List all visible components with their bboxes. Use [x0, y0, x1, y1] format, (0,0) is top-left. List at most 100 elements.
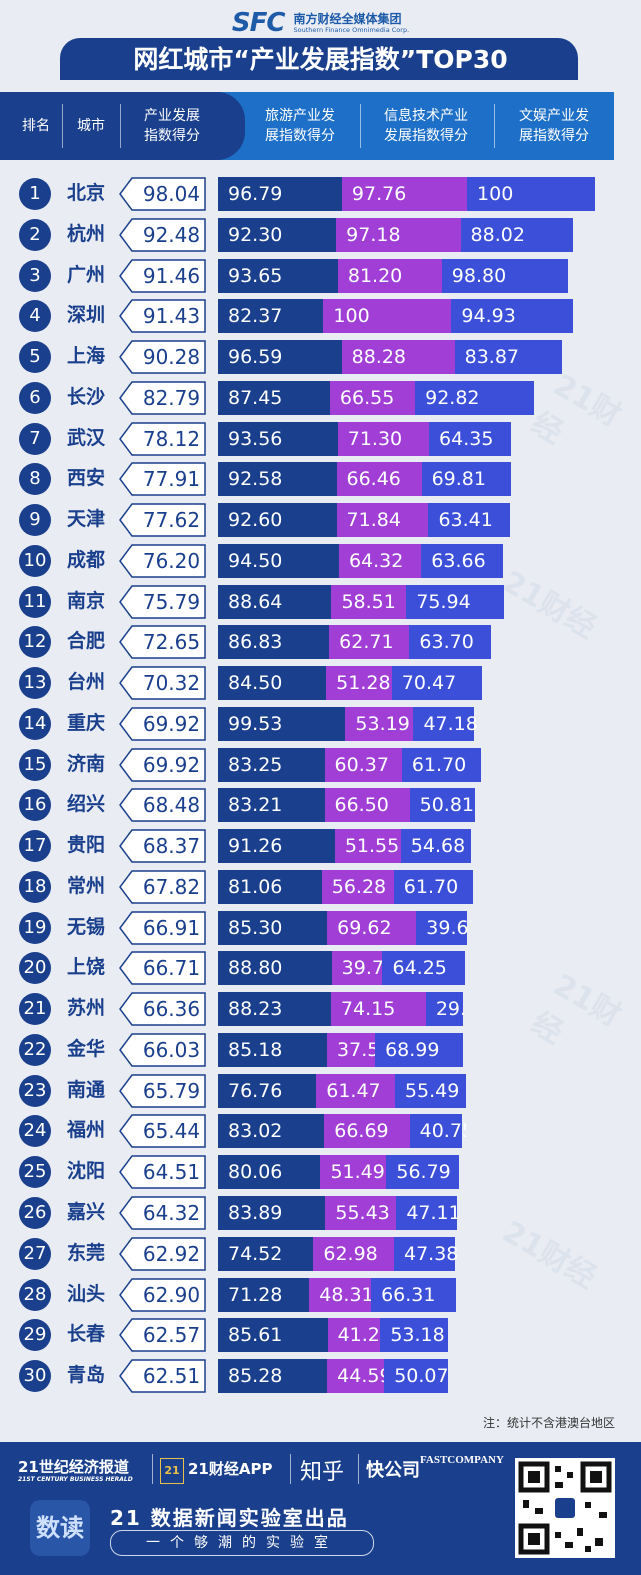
city-name: 青岛 — [67, 1364, 106, 1387]
index-score: 64.51 — [142, 1160, 201, 1185]
entertainment-bar — [467, 177, 596, 211]
table-row: 12 合肥 72.65 86.83 62.71 63.70 — [0, 623, 641, 660]
rank-badge: 9 — [19, 504, 51, 537]
tourism-bar-label: 85.61 — [228, 1324, 283, 1347]
rank-badge: 8 — [19, 463, 51, 496]
index-score-tag: 65.79 — [118, 1073, 207, 1108]
tag-outline-icon — [119, 870, 206, 904]
rank-badge: 29 — [19, 1319, 51, 1352]
entertainment-bar — [391, 666, 482, 701]
index-score: 62.90 — [142, 1282, 201, 1307]
brand-name-cn: 南方财经全媒体集团 — [293, 12, 402, 26]
it-bar — [316, 1073, 395, 1108]
tourism-bar — [218, 217, 337, 252]
tourism-bar — [218, 1359, 328, 1394]
tourism-bar-label: 76.76 — [228, 1079, 283, 1102]
footnote: 注：统计不含港澳台地区 — [482, 1416, 615, 1430]
it-bar — [313, 1236, 394, 1271]
index-score: 72.65 — [142, 630, 201, 655]
entertainment-bar — [386, 1155, 460, 1190]
entertainment-bar-label: 63.41 — [438, 509, 493, 532]
index-score-tag: 77.91 — [118, 462, 207, 497]
header-it: 信息技术产业 发展指数得分 — [384, 108, 468, 144]
index-score-tag: 78.12 — [118, 421, 207, 456]
tourism-bar — [218, 584, 332, 619]
entertainment-bar — [393, 869, 473, 904]
it-bar — [341, 177, 468, 211]
fastco-logo: 快公司 — [366, 1460, 420, 1481]
rank-badge: 14 — [19, 707, 51, 740]
index-score-tag: 68.37 — [118, 829, 207, 863]
entertainment-bar-label: 100 — [477, 183, 514, 205]
sfc-logo: SFC — [231, 8, 286, 38]
tag-outline-icon — [119, 707, 206, 741]
table-row: 17 贵阳 68.37 91.26 51.55 54.68 — [0, 827, 641, 864]
tag-outline-icon — [119, 666, 206, 700]
it-bar-label: 62.98 — [323, 1242, 378, 1265]
it-bar — [330, 992, 426, 1027]
entertainment-bar-label: 75.94 — [416, 590, 471, 613]
it-bar-label: 51.49 — [330, 1161, 385, 1184]
tourism-bar — [218, 340, 342, 375]
tourism-bar — [218, 299, 324, 334]
lab-title: 21 数据新闻实验室出品 — [110, 1506, 349, 1530]
it-bar-label: 58.51 — [341, 590, 396, 613]
rank-badge: 6 — [19, 381, 51, 414]
tag-outline-icon — [119, 829, 206, 863]
header-rank: 排名 — [22, 118, 50, 134]
entertainment-bar-label: 47.38 — [404, 1242, 459, 1265]
index-score-tag: 77.62 — [118, 503, 207, 537]
tourism-bar-label: 81.06 — [228, 875, 283, 898]
it-bar-label: 81.20 — [347, 264, 403, 287]
tourism-bar — [218, 1318, 328, 1353]
it-bar — [334, 829, 401, 864]
city-name: 长沙 — [67, 385, 106, 408]
index-score-tag: 64.32 — [118, 1196, 207, 1230]
entertainment-bar — [409, 788, 475, 823]
tag-outline-icon — [119, 910, 206, 945]
entertainment-bar-label: 50.07 — [394, 1365, 449, 1388]
it-bar — [321, 869, 394, 904]
city-name: 台州 — [67, 671, 106, 694]
city-name: 福州 — [67, 1119, 106, 1142]
lab-icon: 数读 — [30, 1500, 90, 1556]
table-row: 9 天津 77.62 92.60 71.84 63.41 — [0, 501, 641, 538]
index-score: 66.71 — [142, 956, 201, 981]
entertainment-bar — [441, 258, 569, 293]
table-row: 3 广州 91.46 93.65 81.20 98.80 — [0, 257, 641, 293]
tag-outline-icon — [119, 1196, 206, 1230]
table-row: 1 北京 98.04 96.79 97.76 100 — [0, 175, 641, 211]
entertainment-bar-label: 47.11 — [406, 1202, 461, 1224]
tourism-bar — [218, 543, 339, 578]
tourism-bar — [218, 747, 325, 782]
tag-outline-icon — [119, 381, 206, 415]
table-row: 18 常州 67.82 81.06 56.28 61.70 — [0, 868, 641, 904]
entertainment-bar-label: 63.70 — [419, 631, 474, 654]
city-name: 南通 — [67, 1078, 106, 1101]
tag-outline-icon — [119, 340, 206, 374]
table-row: 29 长春 62.57 85.61 41.2353.18 — [0, 1316, 641, 1353]
entertainment-bar-label: 68.99 — [385, 1038, 440, 1061]
index-score-tag: 72.65 — [118, 625, 207, 660]
it-bar-label: 69.62 — [337, 916, 392, 939]
entertainment-bar — [396, 1196, 457, 1230]
tag-outline-icon — [119, 625, 206, 660]
rank-badge: 28 — [19, 1278, 51, 1311]
index-score-tag: 66.36 — [118, 992, 207, 1026]
entertainment-bar — [421, 543, 503, 578]
index-score: 77.91 — [142, 467, 201, 492]
index-score-tag: 66.91 — [118, 910, 207, 945]
tourism-bar-label: 88.80 — [228, 957, 283, 980]
it-bar-label: 37.54 — [337, 1038, 380, 1061]
entertainment-bar — [451, 299, 573, 334]
index-score: 68.48 — [142, 793, 201, 818]
index-score-tag: 76.20 — [118, 544, 207, 578]
tag-outline-icon — [119, 747, 206, 782]
tourism-bar — [218, 380, 330, 415]
herald-logo-en: 21ST CENTURY BUSINESS HERALD — [18, 1476, 133, 1483]
tourism-bar — [218, 1155, 321, 1190]
tourism-bar-label: 92.58 — [228, 468, 283, 491]
index-score-tag: 62.90 — [118, 1277, 207, 1312]
city-name: 北京 — [67, 182, 106, 204]
city-name: 天津 — [67, 508, 106, 531]
